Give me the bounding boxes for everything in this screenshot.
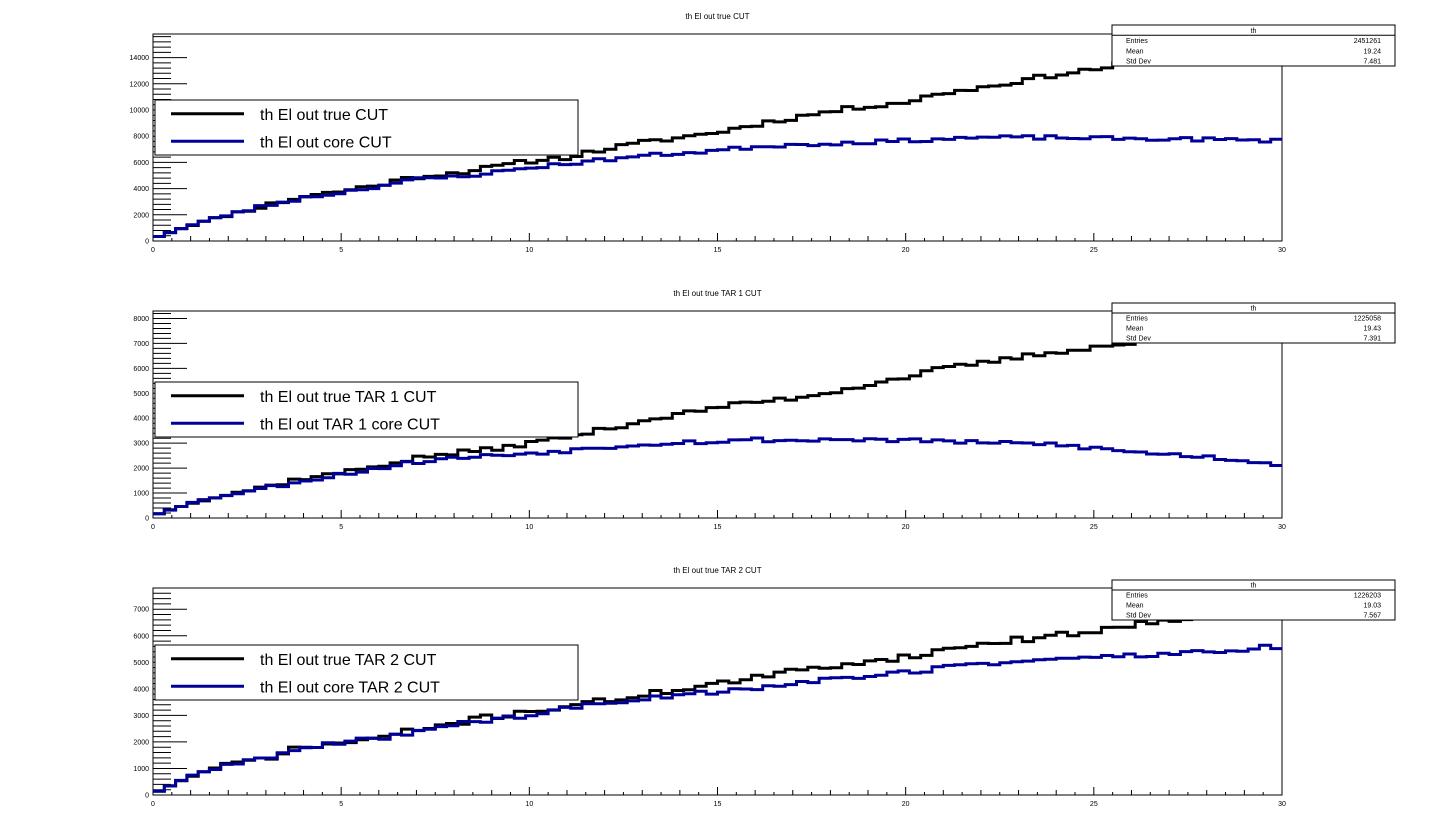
chart-panel-2: th El out true TAR 1 CUT 0 5 10 15 20 25 30 0 100… [133,289,1396,531]
stats-frame [1111,24,1396,67]
legend: th El out true TAR 2 CUT th El out core T… [154,644,579,701]
y-tick-label: 1000 [133,491,149,498]
x-tick-label: 15 [714,801,722,808]
stats-box: th Entries 1226203 Mean 19.03 Std Dev 7.567 [1111,579,1396,621]
stats-frame [1111,579,1396,621]
stats-value: 19.03 [1363,603,1381,610]
y-tick-label: 12000 [130,81,150,88]
y-tick-label: 6000 [133,160,149,167]
stats-label: Mean [1126,48,1144,55]
stats-value: 7.567 [1363,613,1381,620]
y-tick-label: 5000 [133,660,149,667]
stats-box: th Entries 2451261 Mean 19.24 Std Dev 7.481 [1111,24,1396,67]
x-tick-label: 0 [151,524,155,531]
stats-value: 2451261 [1354,38,1381,45]
x-tick-label: 0 [151,247,155,254]
legend-frame [154,381,579,438]
y-tick-label: 0 [145,239,149,246]
y-tick-label: 8000 [133,134,149,141]
y-tick-label: 2000 [133,739,149,746]
stats-box: th Entries 1225058 Mean 19.43 Std Dev 7.391 [1111,302,1396,344]
x-tick-label: 30 [1278,801,1286,808]
x-tick-label: 10 [525,801,533,808]
x-tick-label: 5 [339,247,343,254]
x-tick-label: 15 [714,524,722,531]
stats-label: Std Dev [1126,59,1151,66]
x-tick-label: 25 [1090,247,1098,254]
y-tick-label: 5000 [133,391,149,398]
y-tick-label: 8000 [133,316,149,323]
chart-panel-1: th El out true CUT 0 5 10 15 20 25 30 0 2000 4000 6… [130,12,1396,254]
y-tick-label: 7000 [133,341,149,348]
x-tick-label: 5 [339,801,343,808]
x-tick-label: 25 [1090,524,1098,531]
legend-entry-1: th El out true TAR 1 CUT [260,389,437,406]
stats-label: Entries [1126,593,1148,600]
legend-frame [154,99,579,156]
y-tick-label: 4000 [133,416,149,423]
x-tick-label: 20 [902,801,910,808]
stats-value: 1225058 [1354,316,1381,323]
stats-name: th [1251,28,1257,35]
y-tick-label: 7000 [133,607,149,614]
stats-value: 19.43 [1363,326,1381,333]
y-tick-label: 0 [145,793,149,800]
stats-label: Entries [1126,316,1148,323]
x-tick-label: 5 [339,524,343,531]
y-tick-label: 2000 [133,212,149,219]
series-line-2 [153,436,1282,516]
x-tick-label: 25 [1090,801,1098,808]
y-tick-label: 0 [145,516,149,523]
stats-label: Std Dev [1126,613,1151,620]
stats-value: 7.391 [1363,336,1381,343]
y-tick-label: 6000 [133,633,149,640]
stats-label: Mean [1126,326,1144,333]
series-line-2 [153,643,1282,793]
stats-name: th [1251,306,1257,313]
x-tick-label: 20 [902,524,910,531]
y-tick-label: 3000 [133,713,149,720]
legend-entry-2: th El out TAR 1 core CUT [260,416,440,433]
legend-entry-2: th El out core CUT [260,134,392,151]
chart-panel-3: th El out true TAR 2 CUT 0 5 10 15 20 25 30 0 100… [133,566,1396,808]
y-tick-label: 14000 [130,55,150,62]
stats-label: Std Dev [1126,336,1151,343]
chart-title: th El out true CUT [685,12,749,21]
y-tick-label: 1000 [133,766,149,773]
x-tick-label: 10 [525,524,533,531]
y-tick-label: 4000 [133,186,149,193]
legend-entry-2: th El out core TAR 2 CUT [260,679,440,696]
stats-value: 1226203 [1354,593,1381,600]
y-tick-label: 4000 [133,686,149,693]
stats-value: 7.481 [1363,59,1381,66]
stats-label: Mean [1126,603,1144,610]
y-tick-label: 3000 [133,441,149,448]
y-tick-label: 6000 [133,366,149,373]
chart-title: th El out true TAR 2 CUT [673,566,761,575]
x-tick-label: 20 [902,247,910,254]
series-line-1 [153,38,1282,238]
x-tick-label: 30 [1278,524,1286,531]
stats-frame [1111,302,1396,344]
y-tick-label: 10000 [130,107,150,114]
series-line-2 [153,134,1282,238]
legend-frame [154,644,579,701]
x-tick-label: 10 [525,247,533,254]
x-tick-label: 0 [151,801,155,808]
legend: th El out true CUT th El out core CUT [154,99,579,156]
chart-title: th El out true TAR 1 CUT [673,289,761,298]
legend-entry-1: th El out true CUT [260,107,388,124]
x-tick-label: 15 [714,247,722,254]
y-tick-label: 2000 [133,466,149,473]
legend: th El out true TAR 1 CUT th El out TAR 1 … [154,381,579,438]
x-tick-label: 30 [1278,247,1286,254]
stats-label: Entries [1126,38,1148,45]
legend-entry-1: th El out true TAR 2 CUT [260,652,437,669]
stats-value: 19.24 [1363,48,1381,55]
stats-name: th [1251,583,1257,590]
